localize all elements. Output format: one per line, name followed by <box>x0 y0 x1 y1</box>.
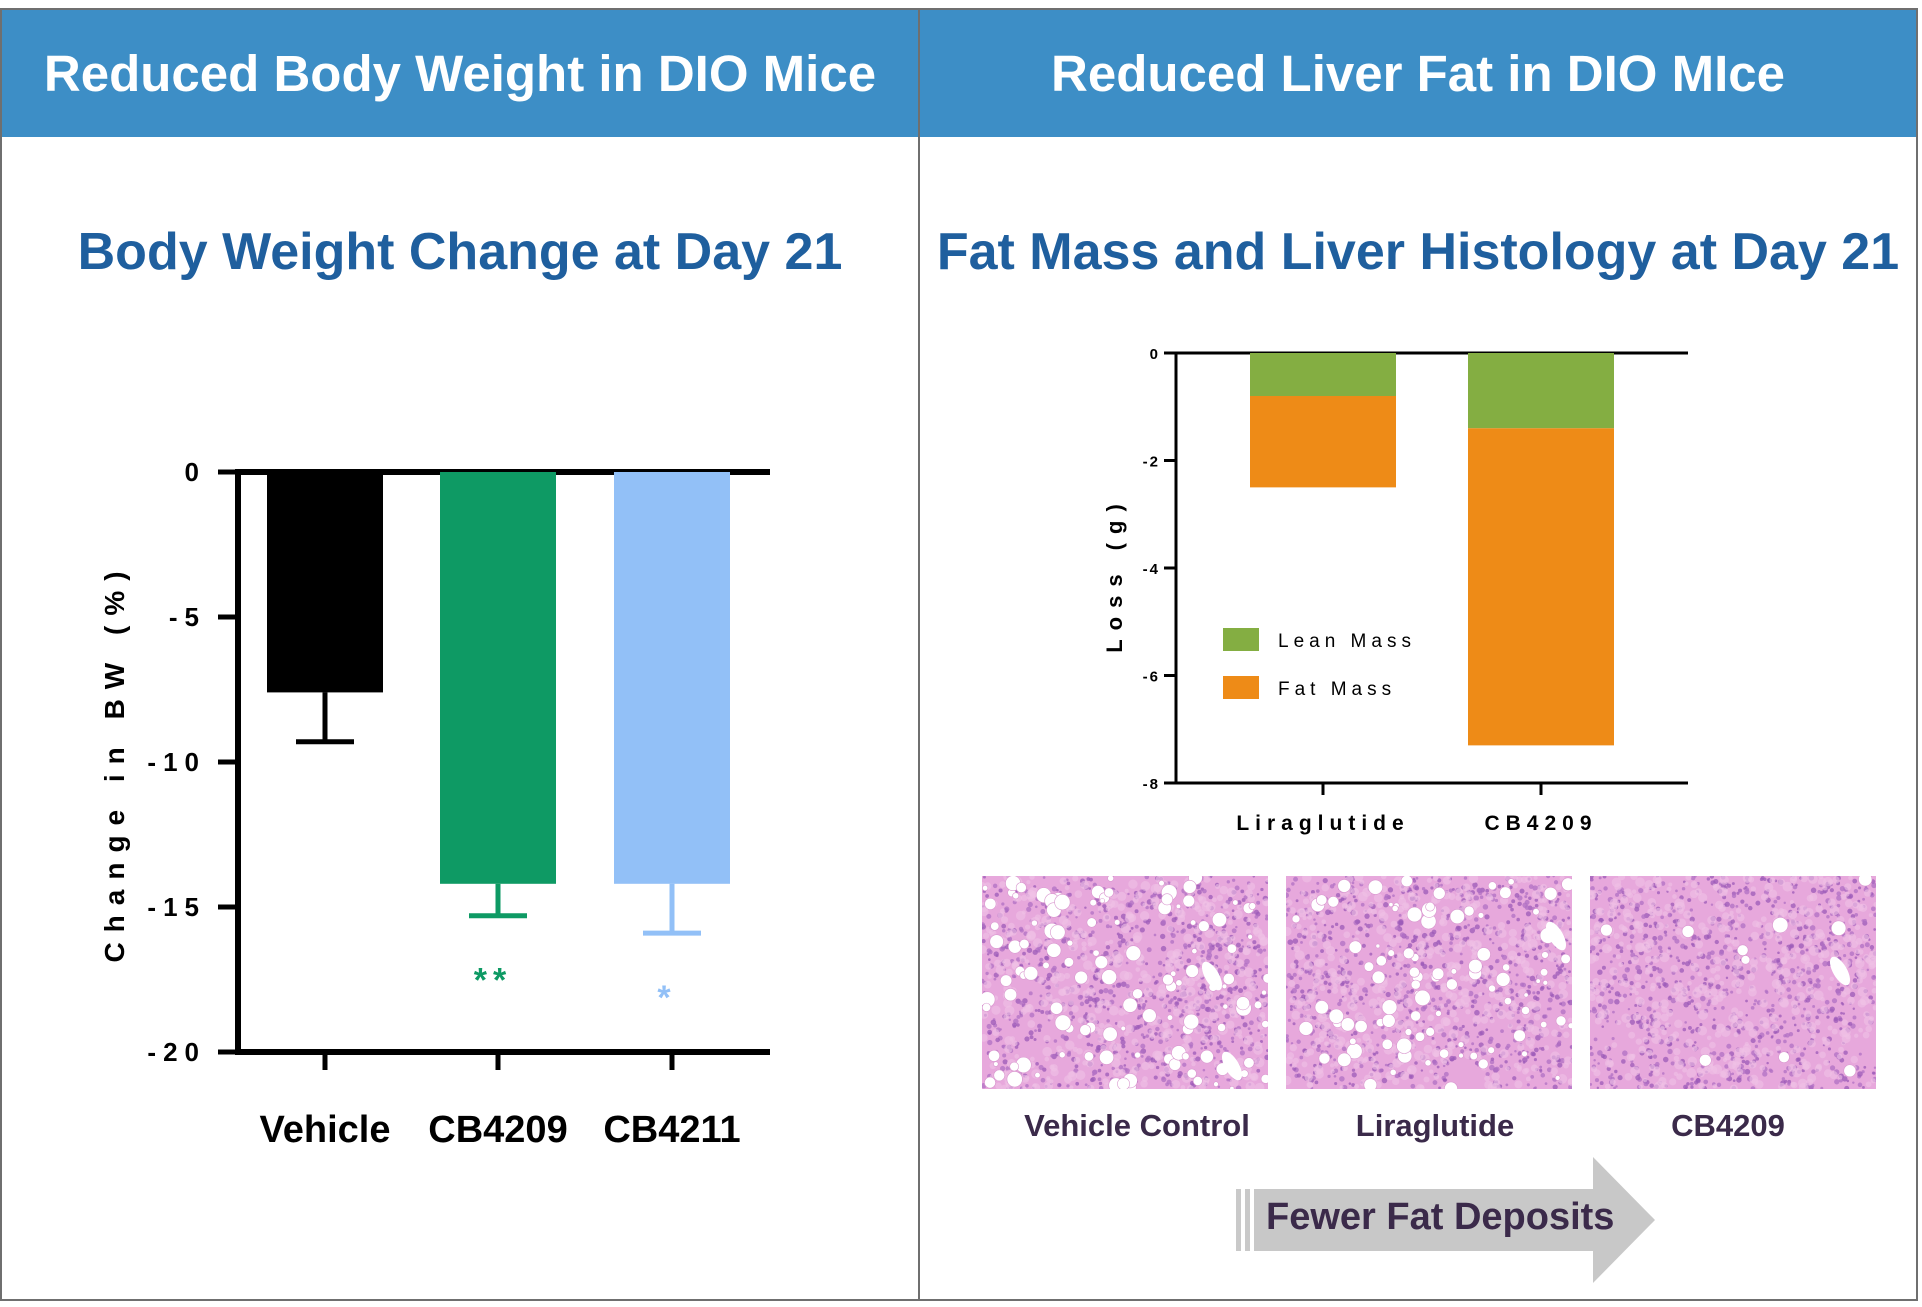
y-tick-label: 0 <box>185 457 206 487</box>
y-tick-label: -20 <box>147 1037 206 1067</box>
x-tick-label: CB4211 <box>603 1109 740 1151</box>
legend-swatch <box>1223 676 1259 699</box>
body-weight-chart: 0 -5 -10 -15 -20 Change in BW (%) Vehicle CB420… <box>99 457 770 1151</box>
histology-image-vehicle <box>982 876 1268 1089</box>
fewer-fat-arrow <box>1236 1157 1655 1283</box>
y-tick-label: -8 <box>1143 776 1160 793</box>
histology-image-cb4209 <box>1590 876 1876 1089</box>
legend-label: Fat Mass <box>1278 679 1396 700</box>
slide-frame <box>0 8 1918 1301</box>
histology-label-liraglutide: Liraglutide <box>1355 1108 1515 1143</box>
histology-image-liraglutide <box>1286 876 1572 1089</box>
y-tick-label: -15 <box>147 892 206 922</box>
fat-mass-chart: 0 -2 -4 -6 -8 Loss (g) Liraglutide CB4209 Lean M… <box>1102 346 1688 835</box>
fat-mass-title: Fat Mass and Liver Histology at Day 21 <box>936 223 1900 281</box>
x-tick-label: Liraglutide <box>1236 812 1409 835</box>
histology-label-cb4209: CB4209 <box>1671 1108 1785 1143</box>
bar-cb4211 <box>614 472 730 884</box>
significance-marker: ** <box>474 962 512 1000</box>
y-tick-label: 0 <box>1150 346 1160 363</box>
legend-label: Lean Mass <box>1278 631 1416 652</box>
y-tick-label: -2 <box>1143 454 1160 471</box>
y-axis-label: Loss (g) <box>1102 495 1127 653</box>
fewer-fat-label: Fewer Fat Deposits <box>1266 1196 1615 1238</box>
histology-label-vehicle: Vehicle Control <box>1024 1108 1250 1143</box>
bar-vehicle <box>267 472 383 693</box>
bar-segment-lean-mass <box>1250 353 1396 396</box>
x-tick-label: CB4209 <box>428 1109 567 1151</box>
legend-swatch <box>1223 628 1259 651</box>
x-tick-label: CB4209 <box>1484 812 1597 835</box>
y-tick-label: -4 <box>1143 561 1160 578</box>
y-axis-label: Change in BW (%) <box>99 561 130 962</box>
left-panel-header: Reduced Body Weight in DIO Mice <box>2 10 918 137</box>
x-tick-label: Vehicle <box>260 1109 391 1151</box>
bar-segment-fat-mass <box>1468 428 1614 746</box>
panel-divider <box>918 8 920 1301</box>
y-tick-label: -10 <box>147 747 206 777</box>
right-panel-header: Reduced Liver Fat in DIO MIce <box>920 10 1916 137</box>
bar-segment-lean-mass <box>1468 353 1614 429</box>
y-tick-label: -6 <box>1143 669 1160 686</box>
bar-cb4209 <box>440 472 556 884</box>
significance-marker: * <box>657 979 676 1017</box>
body-weight-title: Body Weight Change at Day 21 <box>77 223 843 281</box>
bar-segment-fat-mass <box>1250 396 1396 488</box>
y-tick-label: -5 <box>169 602 206 632</box>
